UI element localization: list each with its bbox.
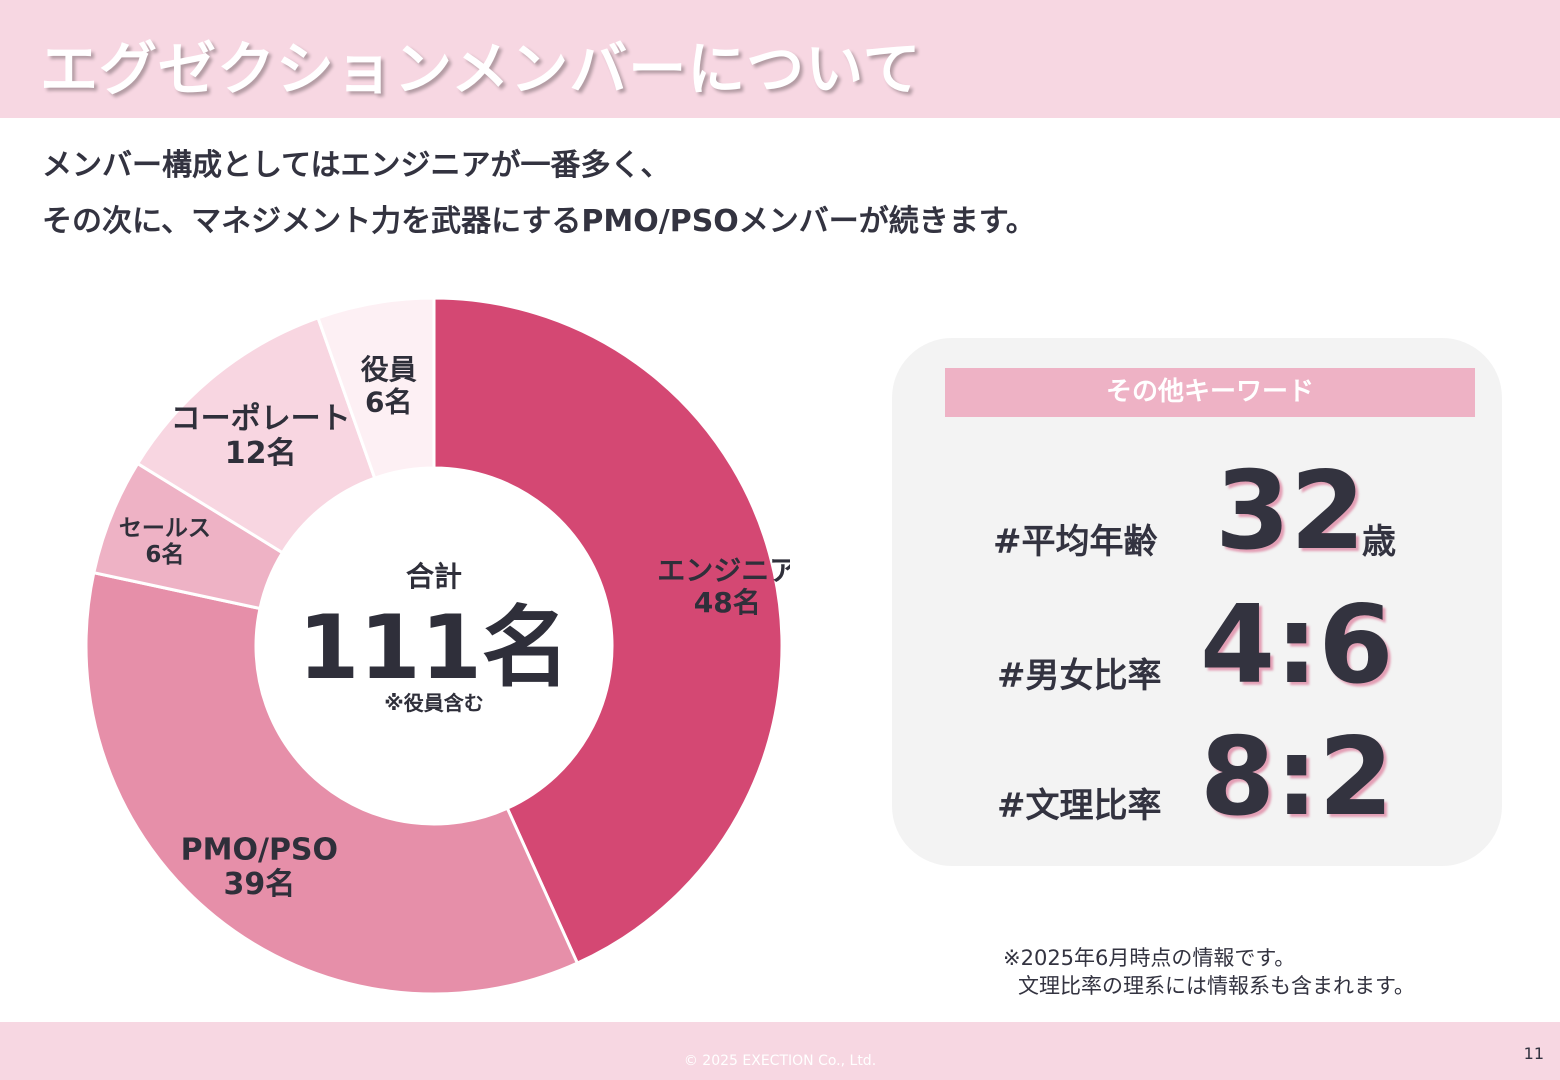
donut-center-note: ※役員含む — [384, 691, 483, 715]
donut-slice-label-1: PMO/PSO 39名 — [181, 832, 338, 902]
donut-slice-value-4: 6名 — [365, 385, 412, 418]
donut-slice-label-3: コーポレート 12名 — [171, 401, 351, 471]
donut-slice-category-2: セールス — [119, 516, 211, 542]
footnote-line-2: 文理比率の理系には情報系も含まれます。 — [1018, 974, 1415, 998]
donut-slice-category-3: コーポレート — [171, 401, 351, 436]
donut-slice-category-0: エンジニア — [657, 554, 790, 587]
keyword-value-average-age: 32 — [1215, 449, 1366, 574]
donut-slice-value-1: 39名 — [223, 867, 295, 902]
copyright-text: © 2025 EXECTION Co., Ltd. — [683, 1053, 877, 1069]
footnote-line-1: ※2025年6月時点の情報です。 — [1003, 946, 1296, 970]
donut-center-total: 111名 — [298, 596, 570, 699]
donut-slice-category-1: PMO/PSO — [181, 832, 338, 867]
donut-slice-value-0: 48名 — [694, 586, 761, 619]
keyword-unit-average-age: 歳 — [1362, 522, 1396, 562]
donut-slice-label-4: 役員 6名 — [361, 353, 417, 418]
keywords-panel — [892, 338, 1502, 866]
footer-bar — [0, 1022, 1560, 1080]
header-bar: エグゼクションメンバーについて — [0, 0, 1560, 118]
donut-slice-1 — [84, 570, 580, 996]
keyword-value-arts-science-ratio: 8:2 — [1200, 715, 1394, 840]
keyword-label-arts-science-ratio: #文理比率 — [997, 786, 1162, 826]
donut-slice-label-0: エンジニア 48名 — [657, 554, 790, 619]
keyword-label-average-age: #平均年齢 — [993, 522, 1158, 562]
intro-text-line-2: その次に、マネジメント力を武器にするPMO/PSOメンバーが続きます。 — [42, 204, 1036, 239]
donut-slice-category-4: 役員 — [361, 353, 417, 386]
donut-slice-value-3: 12名 — [225, 436, 297, 471]
donut-slice-3 — [135, 315, 377, 555]
donut-center-caption: 合計 — [406, 560, 462, 593]
keywords-header: その他キーワード — [945, 368, 1475, 417]
page-title: エグゼクションメンバーについて — [40, 35, 922, 103]
keyword-value-gender-ratio: 4:6 — [1200, 583, 1394, 708]
donut-slice-label-2: セールス 6名 — [119, 516, 211, 568]
keyword-label-gender-ratio: #男女比率 — [997, 656, 1162, 696]
donut-slice-4 — [316, 296, 436, 481]
donut-slice-0 — [432, 296, 784, 966]
intro-text-line-1: メンバー構成としてはエンジニアが一番多く、 — [42, 148, 671, 183]
donut-slice-value-2: 6名 — [145, 541, 184, 568]
page-number: 11 — [1523, 1044, 1544, 1063]
